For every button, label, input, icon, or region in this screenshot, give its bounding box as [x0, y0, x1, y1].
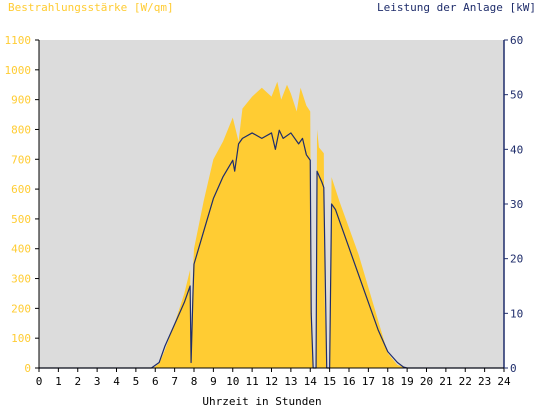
x-tick-label: 2 — [74, 375, 81, 388]
y-left-tick-label: 800 — [11, 123, 31, 136]
x-tick-label: 14 — [304, 375, 318, 388]
x-tick-label: 22 — [459, 375, 472, 388]
right-axis-title: Leistung der Anlage [kW] — [377, 1, 536, 14]
irradiance-layer — [39, 81, 504, 368]
x-tick-label: 7 — [171, 375, 178, 388]
power-layer — [39, 129, 504, 369]
power-line — [39, 129, 504, 369]
x-tick-label: 17 — [362, 375, 375, 388]
y-left-tick-label: 1000 — [5, 64, 32, 77]
x-tick-label: 20 — [420, 375, 433, 388]
y-left-tick-label: 200 — [11, 302, 31, 315]
y-right-tick-label: 0 — [510, 362, 517, 375]
y-left-tick-label: 700 — [11, 153, 31, 166]
y-right-tick-label: 30 — [510, 198, 523, 211]
y-left-tick-label: 500 — [11, 213, 31, 226]
x-tick-label: 21 — [439, 375, 452, 388]
y-left-tick-label: 400 — [11, 243, 31, 256]
left-axis-title: Bestrahlungsstärke [W/qm] — [8, 1, 174, 14]
x-axis-title: Uhrzeit in Stunden — [202, 395, 321, 408]
x-tick-label: 8 — [191, 375, 198, 388]
x-tick-label: 3 — [94, 375, 101, 388]
x-tick-label: 13 — [284, 375, 297, 388]
x-tick-label: 6 — [152, 375, 159, 388]
x-tick-label: 16 — [342, 375, 355, 388]
y-right-tick-label: 20 — [510, 253, 523, 266]
y-left-tick-label: 300 — [11, 273, 31, 286]
y-right-tick-label: 40 — [510, 143, 523, 156]
x-tick-label: 10 — [226, 375, 239, 388]
irradiance-area — [39, 81, 504, 368]
x-tick-label: 5 — [133, 375, 140, 388]
x-tick-label: 19 — [401, 375, 414, 388]
x-tick-label: 18 — [381, 375, 394, 388]
y-right-tick-label: 10 — [510, 307, 523, 320]
x-tick-label: 24 — [497, 375, 511, 388]
y-left-tick-label: 100 — [11, 332, 31, 345]
x-tick-label: 11 — [246, 375, 259, 388]
x-tick-label: 0 — [36, 375, 43, 388]
y-left-tick-label: 900 — [11, 94, 31, 107]
x-tick-label: 4 — [113, 375, 120, 388]
y-left-tick-label: 0 — [24, 362, 31, 375]
y-right-tick-label: 50 — [510, 89, 523, 102]
x-tick-label: 23 — [478, 375, 491, 388]
ticks-layer: 0 1 2 3 4 5 6 7 8 9 10 11 12 13 14 15 16 17 18 19 20 21 22 23 24… — [5, 34, 524, 388]
x-tick-label: 12 — [265, 375, 278, 388]
y-left-tick-label: 600 — [11, 183, 31, 196]
x-tick-label: 9 — [210, 375, 217, 388]
y-left-tick-label: 1100 — [5, 34, 32, 47]
x-tick-label: 15 — [323, 375, 336, 388]
y-right-tick-label: 60 — [510, 34, 523, 47]
x-tick-label: 1 — [55, 375, 62, 388]
